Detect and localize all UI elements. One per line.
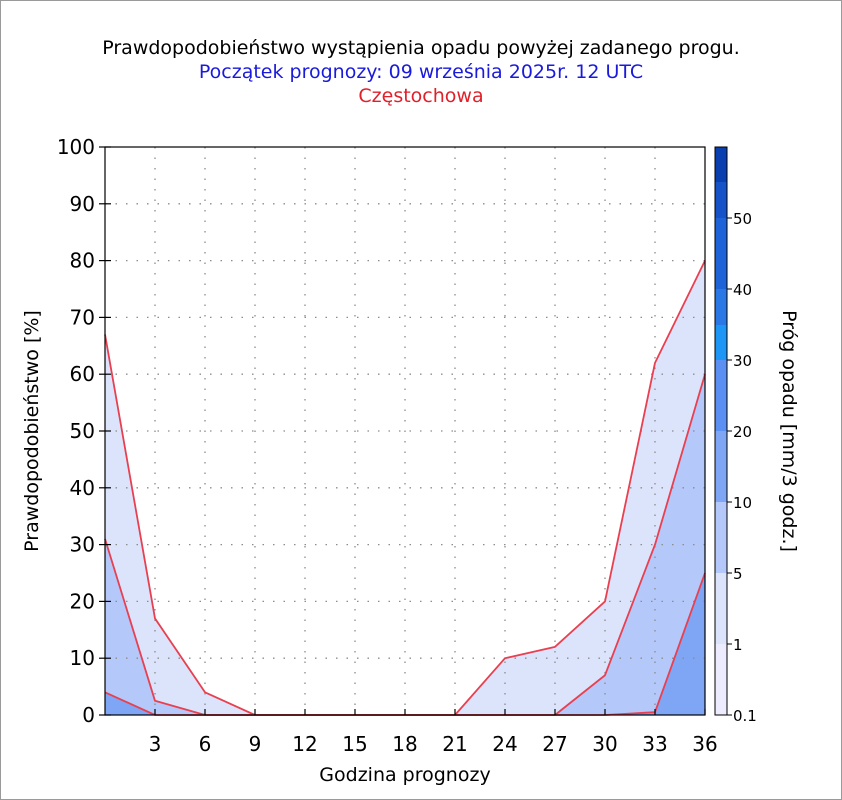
x-tick-label: 24: [492, 732, 517, 756]
colorbar: 0.1 1 5 10 20 30 40 50: [714, 146, 757, 725]
x-tick-label: 12: [292, 732, 317, 756]
y-axis-ticks: 0 10 20 30 40 50 60 70 80 90 100: [57, 135, 111, 727]
y-tick-label: 10: [70, 646, 95, 670]
series-lines: [104, 260, 706, 716]
colorbar-tick-label: 0.1: [733, 707, 757, 725]
y-tick-label: 20: [70, 589, 95, 613]
y-tick-label: 30: [70, 533, 95, 557]
x-axis-label: Godzina prognozy: [319, 764, 490, 786]
chart-title: Prawdopodobieństwo wystąpienia opadu pow…: [102, 37, 740, 59]
colorbar-band: [715, 182, 727, 218]
x-tick-label: 15: [342, 732, 367, 756]
colorbar-band: [715, 644, 727, 715]
colorbar-tick-label: 50: [733, 210, 752, 228]
x-tick-label: 30: [592, 732, 617, 756]
x-tick-label: 36: [692, 732, 717, 756]
x-tick-label: 3: [149, 732, 162, 756]
y-axis-label: Prawdopodobieństwo [%]: [21, 310, 43, 552]
x-tick-label: 18: [392, 732, 417, 756]
colorbar-tick-label: 40: [733, 281, 752, 299]
area-threshold-1: [105, 374, 705, 715]
colorbar-tick-label: 5: [733, 565, 743, 583]
x-tick-label: 9: [249, 732, 262, 756]
colorbar-tick-label: 10: [733, 494, 752, 512]
x-tick-label: 6: [199, 732, 212, 756]
y-tick-label: 50: [70, 419, 95, 443]
chart-titles: Prawdopodobieństwo wystąpienia opadu pow…: [0, 36, 842, 108]
y-tick-label: 100: [57, 135, 95, 159]
colorbar-band: [715, 147, 727, 182]
colorbar-tick-label: 1: [733, 636, 743, 654]
y-tick-label: 70: [70, 305, 95, 329]
colorbar-band: [715, 573, 727, 644]
colorbar-tick-label: 20: [733, 423, 752, 441]
colorbar-band: [715, 360, 727, 431]
colorbar-tick-label: 30: [733, 352, 752, 370]
colorbar-label: Próg opadu [mm/3 godz.]: [778, 310, 800, 552]
colorbar-band: [715, 218, 727, 289]
x-axis-ticks: 3 6 9 12 15 18 21 24 27 30 33 36: [149, 709, 718, 756]
x-tick-label: 33: [642, 732, 667, 756]
y-tick-label: 60: [70, 362, 95, 386]
y-tick-label: 90: [70, 192, 95, 216]
y-tick-label: 80: [70, 249, 95, 273]
colorbar-band: [715, 325, 727, 360]
colorbar-band: [715, 431, 727, 502]
y-tick-label: 40: [70, 476, 95, 500]
x-tick-label: 27: [542, 732, 567, 756]
colorbar-band: [715, 502, 727, 573]
y-tick-label: 0: [82, 703, 95, 727]
grid-lines: [105, 147, 705, 715]
x-tick-label: 21: [442, 732, 467, 756]
chart-subtitle: Początek prognozy: 09 września 2025r. 12…: [198, 61, 644, 83]
chart-location: Częstochowa: [358, 85, 484, 107]
colorbar-band: [715, 289, 727, 325]
area-layers: [105, 260, 705, 715]
